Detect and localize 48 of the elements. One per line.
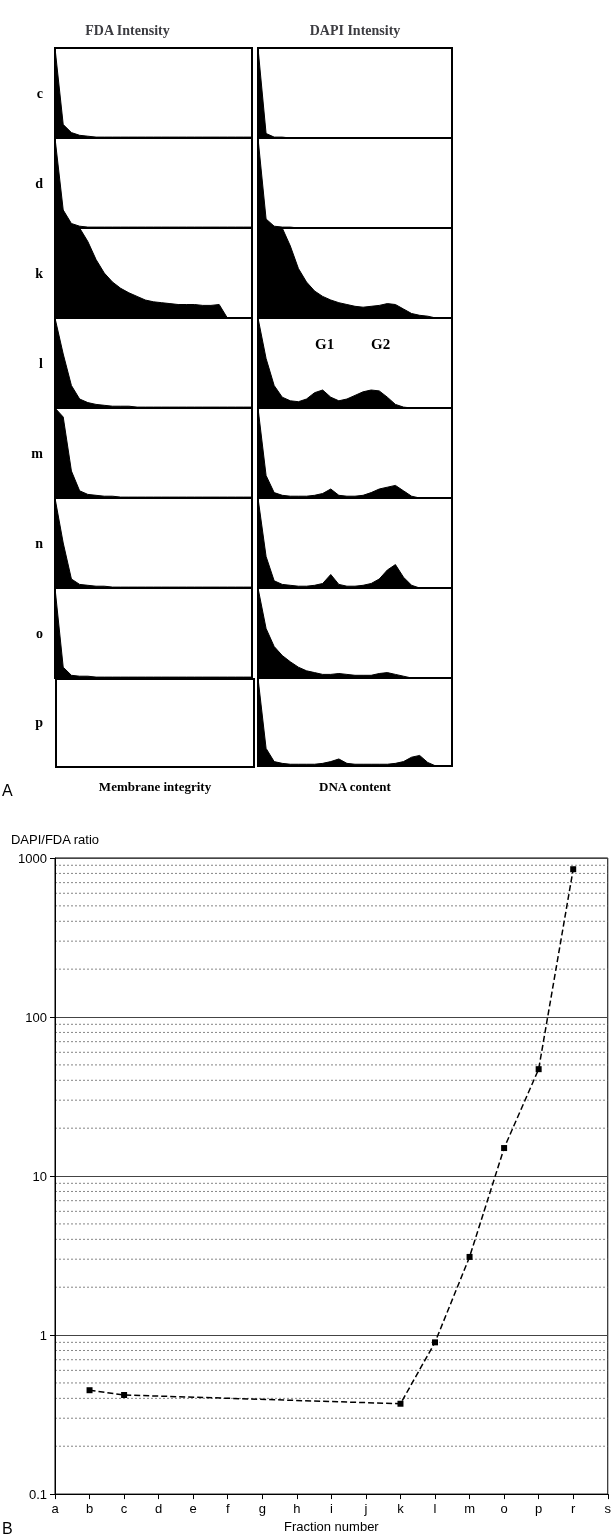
x-tick-label: c <box>120 1501 128 1517</box>
x-tick-label: o <box>500 1501 508 1517</box>
y-tick-label: 10 <box>32 1168 47 1184</box>
text: B <box>2 1519 13 1537</box>
x-tick-label: g <box>258 1501 266 1517</box>
y-tick-label: 1000 <box>18 850 47 866</box>
y-tick-label: 100 <box>25 1009 47 1025</box>
point <box>86 1387 93 1394</box>
x-tick-label: j <box>363 1501 368 1517</box>
x-tick-label: b <box>85 1501 94 1517</box>
x-axis-title: DNA content <box>319 779 392 794</box>
x-tick-label: k <box>397 1501 405 1517</box>
annotation: G2 <box>371 335 391 352</box>
y-axis-title: o <box>36 625 43 641</box>
text: A <box>2 781 13 799</box>
x-tick-label: e <box>189 1501 197 1517</box>
x-tick-label: p <box>535 1501 543 1517</box>
x-tick-label: m <box>464 1501 475 1517</box>
y-axis-title: DAPI/FDA ratio <box>10 832 100 847</box>
point <box>121 1391 128 1398</box>
x-tick-label: a <box>51 1501 60 1517</box>
point <box>432 1339 439 1346</box>
y-axis-title: k <box>35 265 44 281</box>
y-axis-title: c <box>36 85 43 101</box>
chart-title: DAPI Intensity <box>309 22 401 38</box>
point <box>570 866 577 873</box>
point <box>397 1400 404 1407</box>
text: p <box>35 714 44 730</box>
x-tick-label: h <box>293 1501 301 1517</box>
point <box>466 1253 473 1260</box>
text: Membrane integrity <box>98 779 212 794</box>
x-tick-label: l <box>433 1501 437 1517</box>
y-tick-label: 1 <box>39 1327 47 1343</box>
annotation: G1 <box>315 335 335 352</box>
x-tick-label: f <box>225 1501 230 1517</box>
x-tick-label: i <box>329 1501 333 1517</box>
y-axis-title: l <box>39 355 44 371</box>
y-tick-label: 0.1 <box>28 1486 47 1502</box>
x-tick-label: d <box>155 1501 163 1517</box>
y-axis-title: n <box>35 535 44 551</box>
x-tick-label: s <box>604 1501 612 1517</box>
y-axis-title: d <box>35 175 44 191</box>
chart-title: FDA Intensity <box>85 22 170 38</box>
y-axis-title: m <box>31 445 44 461</box>
x-tick-label: r <box>571 1501 577 1517</box>
point <box>501 1145 508 1152</box>
point <box>535 1066 542 1073</box>
x-axis-title: Fraction number <box>284 1519 380 1534</box>
